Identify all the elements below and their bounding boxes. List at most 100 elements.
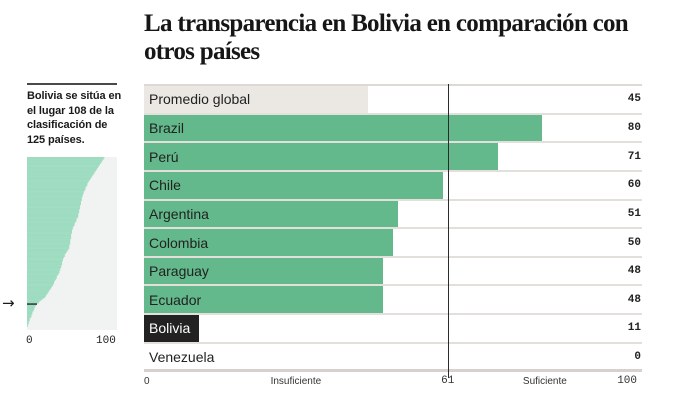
distribution-bar: [27, 252, 66, 255]
bar-value-label: 48: [627, 265, 641, 278]
bar: [144, 143, 498, 170]
reference-line-61: [447, 84, 449, 378]
distribution-bar: [27, 255, 65, 258]
x-axis-label: Suficiente: [522, 376, 567, 387]
distribution-axis-min: 0: [26, 335, 33, 347]
distribution-bar: [27, 200, 81, 203]
bar-row: Ecuador 48: [144, 286, 642, 316]
distribution-bar: [27, 266, 62, 268]
distribution-bar: [27, 165, 99, 167]
bar-value-label: 11: [627, 322, 641, 335]
bar-row: Promedio global 45: [144, 86, 642, 115]
bar-category-label: Paraguay: [149, 263, 209, 280]
distribution-bar: [27, 170, 96, 173]
bar-category-label: Venezuela: [149, 348, 215, 365]
distribution-bar: [27, 259, 63, 262]
distribution-bar: [27, 218, 77, 221]
distribution-bar: [27, 274, 58, 277]
distribution-bar: [27, 169, 97, 171]
x-axis-label: 0: [144, 376, 150, 387]
distribution-bar: [27, 243, 71, 245]
distribution-bar: [27, 204, 81, 207]
distribution-bar: [27, 161, 102, 163]
distribution-bar: [27, 304, 36, 307]
distribution-bar: [27, 219, 77, 222]
distribution-bar: [27, 176, 92, 178]
sidebar-note: Bolivia se sitúa en el lugar 108 de la c…: [27, 90, 122, 146]
bar-value-label: 51: [627, 207, 641, 220]
bar-row: Colombia 50: [144, 229, 642, 258]
distribution-bar: [27, 188, 86, 190]
distribution-bar: [27, 273, 59, 275]
distribution-bar: [27, 265, 62, 267]
distribution-bar: [27, 258, 63, 260]
distribution-axis-max: 100: [96, 335, 116, 347]
distribution-bar: [27, 270, 60, 273]
distribution-bar: [27, 202, 81, 204]
distribution-bar: [27, 281, 54, 284]
distribution-bar: [27, 178, 90, 181]
distribution-bar: [27, 167, 98, 170]
distribution-bar: [27, 276, 57, 278]
distribution-bar: [27, 211, 80, 214]
bar-row: Venezuela 0: [144, 344, 642, 373]
bar-value-label: 50: [627, 236, 641, 249]
distribution-bar: [27, 292, 48, 294]
bar-category-label: Promedio global: [149, 91, 251, 108]
bar: [144, 286, 384, 314]
distribution-bar: [27, 262, 63, 264]
distribution-bar: [27, 159, 103, 162]
distribution-bar: [27, 234, 72, 237]
comparison-bar-chart: Promedio global 45 Brazil 80 Perú 71 Chile 60 Ar…: [144, 84, 642, 373]
bar-value-label: 71: [627, 150, 641, 163]
distribution-bar: [27, 174, 93, 177]
distribution-bar: [27, 315, 32, 318]
distribution-bar: [27, 233, 72, 236]
distribution-bar: [27, 184, 88, 186]
highlight-bar: [144, 315, 199, 342]
chart-title: La transparencia en Bolivia en comparaci…: [144, 10, 629, 65]
bar-category-label: Colombia: [149, 234, 209, 251]
distribution-bar: [27, 203, 81, 206]
bar-value-label: 0: [634, 350, 641, 363]
bar-category-label: Perú: [149, 148, 179, 165]
distribution-bar: [27, 222, 75, 225]
distribution-bar: [27, 187, 86, 189]
distribution-bar: [27, 199, 82, 201]
distribution-bar: [27, 162, 101, 164]
distribution-bar: [27, 191, 84, 193]
distribution-bar: [27, 288, 51, 290]
distribution-bar: [27, 325, 28, 327]
distribution-bar: [27, 256, 64, 259]
distribution-bar: [27, 286, 52, 289]
distribution-bar: [27, 245, 70, 248]
distribution-bar: [27, 232, 72, 234]
distribution-bar: [27, 180, 90, 182]
distribution-bar: [27, 312, 33, 315]
distribution-bar: [27, 284, 54, 286]
distribution-bar: [27, 177, 91, 180]
sidebar-rule: [27, 83, 117, 85]
distribution-bar: [27, 263, 63, 266]
distribution-bar: [27, 280, 55, 282]
distribution-bar: [27, 226, 73, 229]
distribution-bar: [27, 319, 30, 322]
bolivia-rank-marker: [27, 303, 37, 305]
bar: [144, 229, 393, 256]
distribution-bar: [27, 260, 63, 263]
bar-category-label: Chile: [149, 177, 181, 194]
distribution-bar: [27, 196, 82, 199]
distribution-bar: [27, 269, 61, 271]
distribution-bar: [27, 225, 74, 227]
distribution-bar: [27, 297, 44, 300]
x-axis-label: Insuficiente: [270, 376, 322, 387]
distribution-bar: [27, 282, 54, 285]
distribution-bar: [27, 277, 57, 279]
bar-row: Paraguay 48: [144, 257, 642, 287]
distribution-bar: [27, 206, 81, 208]
distribution-bar: [27, 158, 104, 160]
bar: [144, 171, 443, 199]
distribution-bar: [27, 267, 61, 270]
bar-category-label: Bolivia: [149, 320, 191, 337]
distribution-bar: [27, 228, 73, 230]
